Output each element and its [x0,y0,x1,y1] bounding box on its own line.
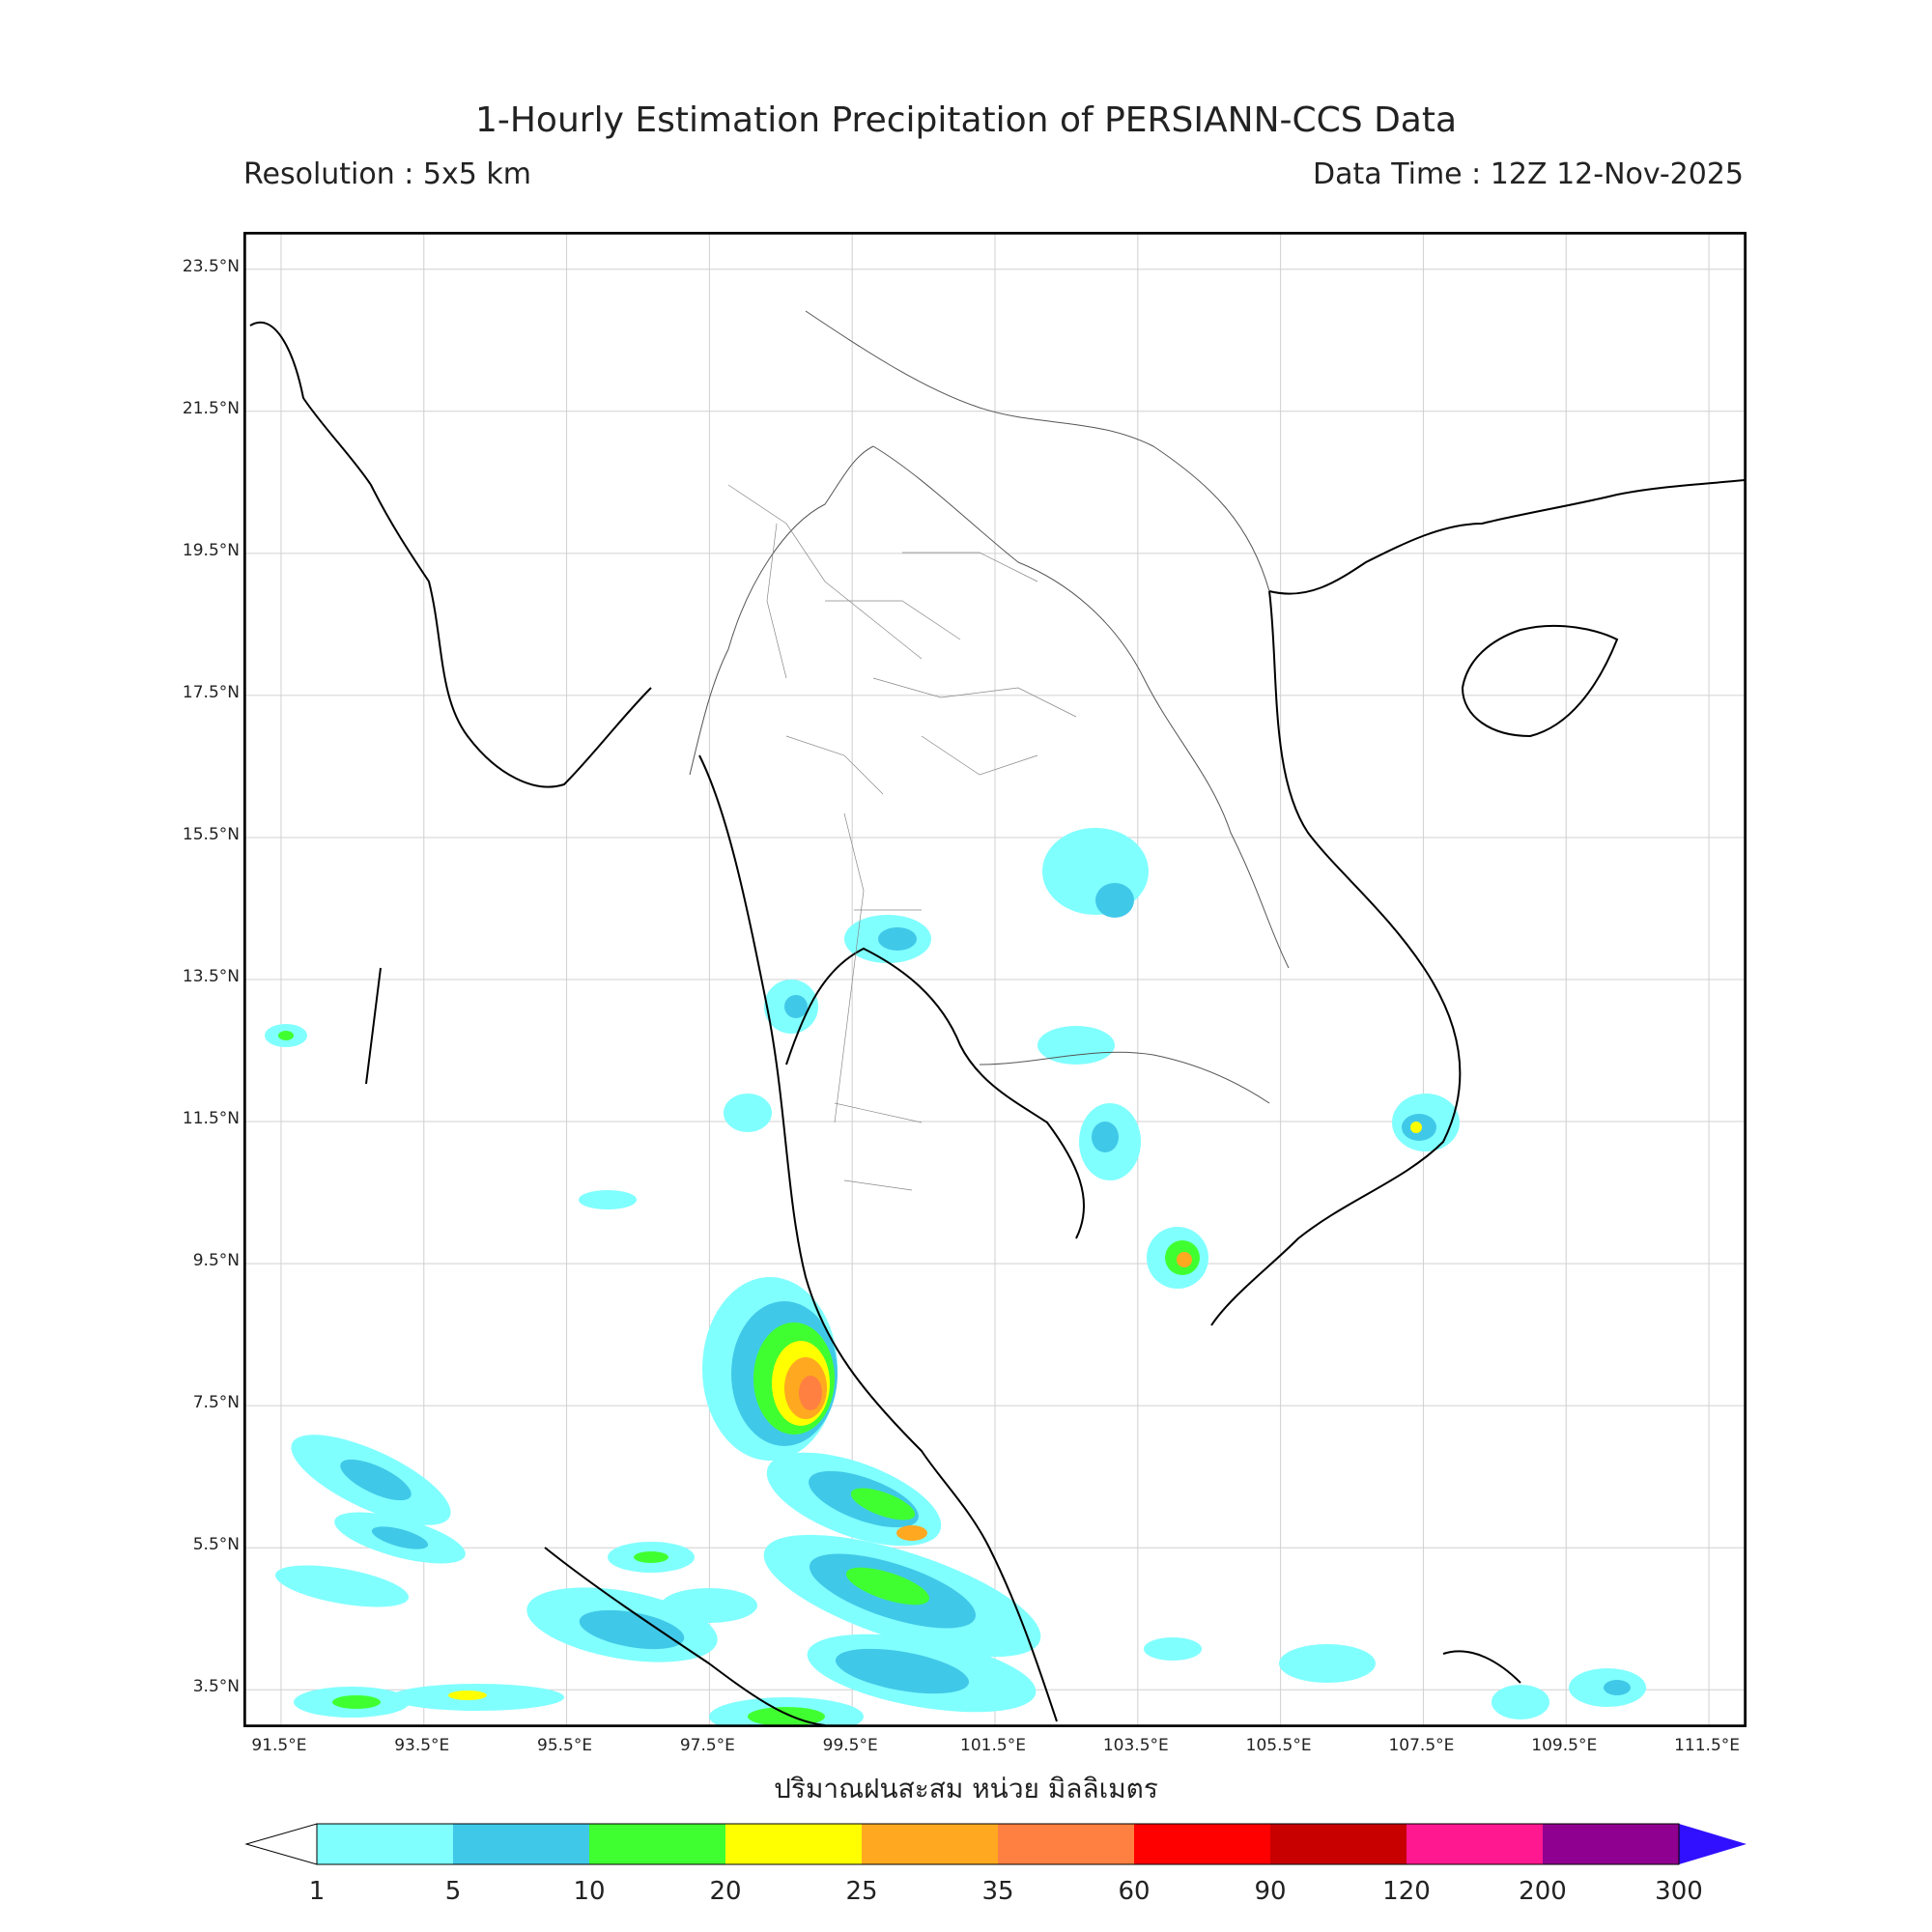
lon-tick-label: 99.5°E [822,1736,878,1755]
colorbar-tick-label: 1 [308,1877,326,1906]
colorbar-segment [998,1824,1134,1864]
rain-area [1604,1680,1631,1695]
country-borders [689,310,1290,1104]
rain-area [371,1526,429,1549]
rain-area [1177,1252,1192,1267]
coastline-gulf [785,947,1085,1239]
province-lines [727,484,1077,1191]
colorbar-outline [316,1823,1680,1865]
rain-area [878,927,917,951]
map-title: 1-Hourly Estimation Precipitation of PER… [474,100,1458,140]
colorbar-tick-label: 300 [1655,1877,1703,1906]
colorbar-segment [725,1824,862,1864]
colorbar-segment [862,1824,998,1864]
lat-tick-label: 3.5°N [192,1677,240,1697]
border-china-vietnam [805,310,1270,592]
resolution-label: Resolution : 5x5 km [243,157,531,191]
thailand-provinces [727,484,1077,1191]
coastline-andaman-islands [365,967,382,1085]
rain-area [1095,883,1134,918]
coastline-myanmar [249,321,652,788]
graticule [245,234,1745,1725]
lat-tick-label: 17.5°N [182,682,240,702]
lat-tick-label: 15.5°N [182,824,240,844]
colorbar-segment [589,1824,725,1864]
rain-area [1037,1026,1115,1065]
rain-area [799,1376,822,1410]
rain-area [634,1551,668,1563]
lon-tick-label: 105.5°E [1245,1736,1312,1755]
coastline-hainan [1461,624,1619,738]
rain-area [332,1695,381,1709]
lon-tick-label: 93.5°E [394,1736,450,1755]
lat-tick-label: 11.5°N [182,1109,240,1129]
colorbar-tick-label: 90 [1254,1877,1287,1906]
colorbar-tick-label: 35 [981,1877,1014,1906]
colorbar-segment [1134,1824,1270,1864]
coastline-china [1268,479,1745,595]
border-cambodia [979,1051,1270,1104]
rain-area [724,1094,772,1132]
rain-area [278,1031,294,1040]
precipitation-map [243,232,1747,1727]
rain-area [448,1690,487,1700]
lon-tick-label: 101.5°E [960,1736,1026,1755]
rain-area [661,1588,757,1623]
rain-area [835,1648,970,1694]
colorbar-tick-label: 10 [573,1877,606,1906]
rain-area [1492,1685,1549,1719]
lat-tick-label: 23.5°N [182,256,240,276]
colorbar-tick-label: 200 [1519,1877,1567,1906]
colorbar-tick-label: 20 [709,1877,742,1906]
border-laos [872,445,1290,969]
rain-area [850,1488,916,1520]
lat-tick-label: 9.5°N [192,1251,240,1271]
rain-area [579,1190,637,1209]
lat-tick-label: 7.5°N [192,1393,240,1413]
rain-area [845,1567,930,1605]
lat-tick-label: 13.5°N [182,967,240,986]
map-canvas [245,234,1745,1725]
coastline-borneo [1442,1650,1521,1684]
rain-area [579,1609,685,1650]
colorbar-tick-label: 120 [1382,1877,1431,1906]
coastline-vietnam [1210,590,1462,1326]
colorbar-tick-label: 25 [845,1877,878,1906]
lat-tick-label: 5.5°N [192,1535,240,1555]
rain-area [1144,1637,1202,1661]
lat-tick-label: 19.5°N [182,540,240,560]
rain-area [340,1459,412,1501]
colorbar [244,1823,1747,1865]
rain-area [896,1525,927,1541]
border-thailand-myanmar [689,445,874,776]
colorbar-segment [1270,1824,1406,1864]
lon-tick-label: 107.5°E [1388,1736,1455,1755]
colorbar-segment [453,1824,589,1864]
rain-area [1410,1122,1422,1133]
lon-tick-label: 91.5°E [251,1736,307,1755]
colorbar-under-triangle [244,1823,318,1865]
colorbar-tick-label: 60 [1118,1877,1151,1906]
colorbar-segment [1406,1824,1543,1864]
colorbar-over-triangle [1679,1824,1747,1864]
lon-tick-label: 95.5°E [537,1736,593,1755]
colorbar-tick-label: 5 [444,1877,462,1906]
colorbar-segment [1543,1824,1679,1864]
lon-tick-label: 109.5°E [1531,1736,1598,1755]
lat-tick-label: 21.5°N [182,398,240,418]
colorbar-axis-label: ปริมาณฝนสะสม หน่วย มิลลิเมตร [774,1773,1158,1804]
coastline-sumatra [544,1547,826,1725]
colorbar-segment [317,1824,453,1864]
rainfall-areas [265,828,1646,1725]
lon-tick-label: 103.5°E [1102,1736,1169,1755]
rain-area [1279,1644,1376,1683]
coastlines [249,321,1745,1725]
rain-area [784,995,808,1018]
lon-tick-label: 97.5°E [679,1736,735,1755]
data-time-label: Data Time : 12Z 12-Nov-2025 [1313,157,1744,191]
rain-area [274,1565,410,1607]
rain-area [1092,1122,1119,1152]
coastline-malay-peninsula [698,754,1058,1722]
lon-tick-label: 111.5°E [1674,1736,1741,1755]
